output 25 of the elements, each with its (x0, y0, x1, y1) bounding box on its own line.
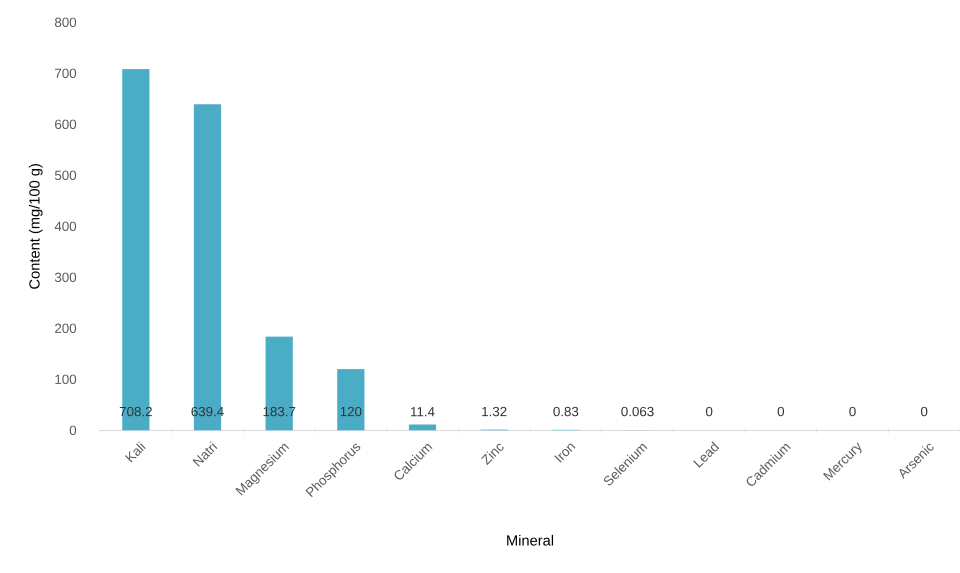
y-tick-label: 400 (54, 222, 76, 232)
x-tick-label: Zinc (481, 444, 504, 466)
y-tick-label: 0 (70, 426, 76, 436)
data-label: 0 (778, 406, 784, 416)
data-label: 11.4 (411, 407, 435, 416)
y-tick-label: 200 (55, 324, 76, 334)
data-label: 0 (920, 406, 928, 416)
x-tick-label: Iron (554, 444, 576, 463)
y-tick-label: 700 (55, 68, 76, 78)
data-label: 0 (849, 406, 856, 416)
data-label: 1.32 (482, 406, 506, 416)
y-tick-label: 500 (54, 170, 76, 180)
y-tick-label: 100 (55, 374, 76, 384)
bar (337, 369, 364, 430)
x-axis-title: Mineral (507, 534, 554, 546)
data-label: 0.83 (553, 406, 578, 416)
x-tick-label: Kali (125, 441, 146, 463)
y-tick-label: 800 (54, 18, 76, 28)
data-label: 0.063 (621, 406, 654, 416)
y-tick-label: 600 (55, 120, 76, 130)
y-axis-title: Content (mg/100 g) (28, 164, 43, 289)
bar (408, 424, 436, 430)
y-tick-label: 300 (54, 272, 76, 282)
data-label: 120 (340, 406, 362, 416)
data-label: 0 (706, 406, 712, 416)
